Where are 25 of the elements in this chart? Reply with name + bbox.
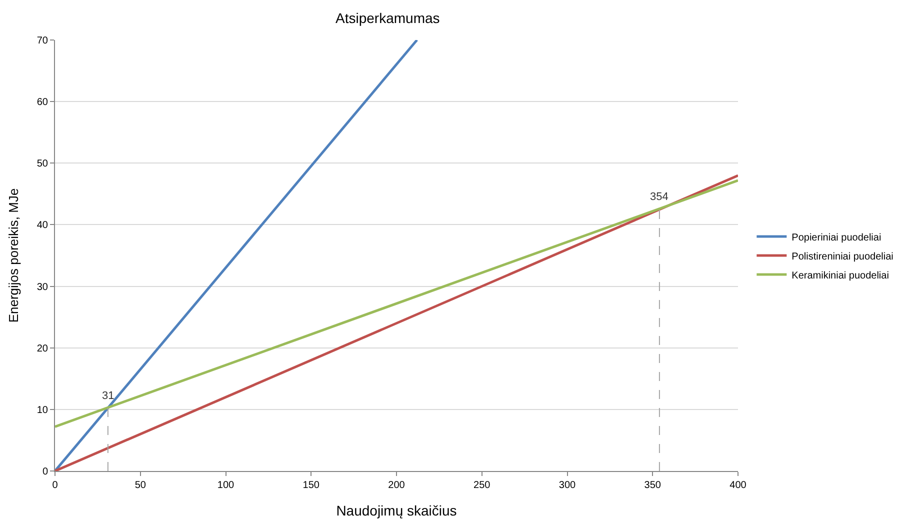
- chart-title: Atsiperkamumas: [336, 10, 440, 26]
- y-tick-label: 50: [36, 158, 48, 170]
- x-tick-label: 100: [217, 480, 235, 491]
- legend-label: Keramikiniai puodeliai: [792, 270, 889, 282]
- y-axis-title: Energijos poreikis, MJe: [6, 188, 21, 323]
- annotation: 354: [650, 191, 668, 203]
- y-tick-label: 40: [36, 220, 48, 232]
- x-tick-label: 250: [474, 480, 491, 491]
- y-tick-label: 20: [36, 343, 48, 354]
- y-tick-label: 60: [36, 97, 48, 108]
- y-tick-label: 30: [36, 282, 48, 293]
- x-axis-title: Naudojimų skaičius: [336, 502, 457, 518]
- x-tick-label: 0: [52, 480, 58, 491]
- x-tick-label: 400: [730, 480, 747, 491]
- x-tick-label: 350: [644, 480, 662, 491]
- y-tick-label: 0: [42, 466, 48, 478]
- x-tick-label: 200: [388, 480, 406, 491]
- x-tick-label: 150: [302, 480, 320, 491]
- x-tick-label: 300: [558, 480, 576, 491]
- legend-label: Polistireniniai puodeliai: [792, 251, 894, 262]
- legend-label: Popieriniai puodeliai: [792, 232, 882, 244]
- y-tick-label: 70: [36, 36, 48, 46]
- y-tick-label: 10: [36, 404, 48, 416]
- annotation: 31: [102, 390, 114, 402]
- x-tick-label: 50: [134, 480, 146, 491]
